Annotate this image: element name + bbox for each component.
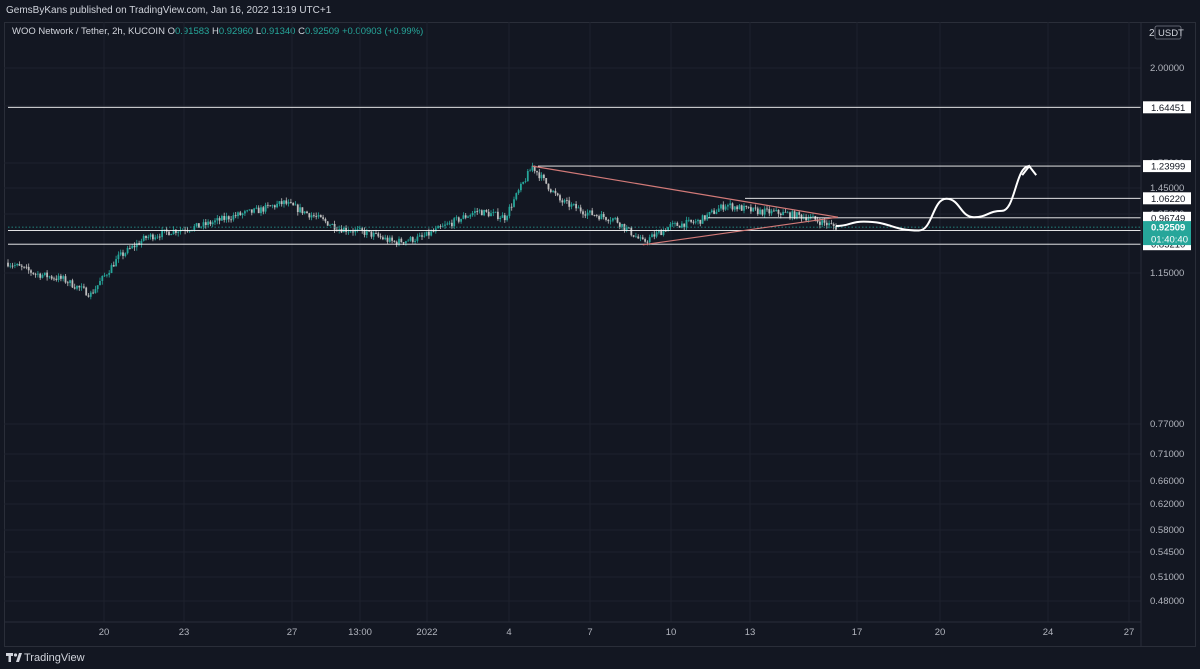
footer-brand: TradingView: [24, 652, 85, 664]
footer-bar: TradingView: [0, 647, 1200, 669]
symbol-label[interactable]: WOO Network / Tether, 2h, KUCOIN: [12, 26, 165, 37]
tradingview-logo-icon: [6, 653, 22, 662]
high-value: 0.92960: [218, 26, 254, 37]
high-label: H: [211, 26, 219, 37]
chart-frame[interactable]: [4, 22, 1196, 647]
close-value: 0.92509: [304, 26, 340, 37]
ohlc-legend: WOO Network / Tether, 2h, KUCOIN O0.9158…: [12, 26, 423, 37]
low-value: 0.91340: [261, 26, 296, 37]
open-label: O: [167, 26, 175, 37]
change-value: +0.00903 (+0.99%): [341, 26, 424, 37]
close-label: C: [298, 26, 305, 37]
open-value: 0.91583: [174, 26, 210, 37]
published-info: GemsByKans published on TradingView.com,…: [0, 0, 1200, 22]
low-label: L: [255, 26, 262, 37]
